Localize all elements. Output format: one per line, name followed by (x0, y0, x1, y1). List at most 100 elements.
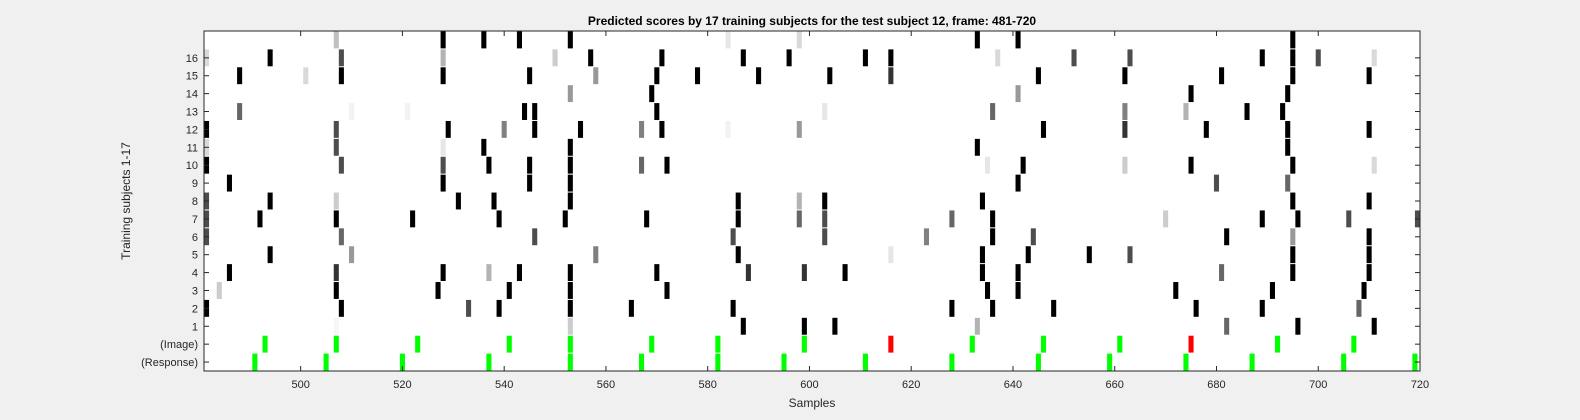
x-tick-label: 560 (597, 379, 615, 391)
heatmap-cell (303, 67, 309, 85)
heatmap-cell (649, 85, 655, 103)
heatmap-cell (756, 67, 762, 85)
y-tick-label: 9 (192, 178, 198, 190)
heatmap-cell (486, 156, 492, 174)
heatmap-cell (527, 67, 533, 85)
heatmap-cell (1259, 49, 1265, 67)
heatmap-cell (486, 264, 492, 282)
heatmap-cell (990, 299, 996, 317)
heatmap-cell (1122, 67, 1128, 85)
x-tick-label: 600 (800, 379, 818, 391)
heatmap-cell (481, 31, 487, 49)
heatmap-cell (1371, 317, 1377, 335)
y-tick-label: 15 (186, 71, 198, 83)
y-tick-label: 13 (186, 107, 198, 119)
heatmap-cell (267, 246, 273, 264)
heatmap-cell (990, 228, 996, 246)
y-tick-label: 8 (192, 196, 198, 208)
heatmap-cell (1366, 192, 1372, 210)
heatmap-cell (1213, 174, 1220, 192)
x-tick-label: 620 (902, 379, 920, 391)
heatmap-cell (659, 120, 665, 138)
heatmap-cell (440, 264, 446, 282)
x-tick-label: 660 (1106, 379, 1124, 391)
heatmap-cell (801, 264, 807, 282)
heatmap-cell (1040, 120, 1047, 138)
heatmap-cell (1290, 228, 1296, 246)
heatmap-cell (333, 335, 339, 353)
heatmap-cell (990, 103, 996, 120)
heatmap-cell (786, 49, 792, 67)
heatmap-cell (1366, 120, 1372, 138)
heatmap-cell (237, 67, 243, 85)
heatmap-cell (974, 31, 980, 49)
heatmap-cell (440, 156, 446, 174)
x-axis-ticks: 500 520 540 560 580 600 620 640 660 680 700 720 (291, 31, 1429, 391)
heatmap-cell (985, 156, 991, 174)
heatmap-cell (654, 264, 660, 282)
heatmap-cell (333, 282, 339, 299)
heatmap-cell (862, 49, 868, 67)
heatmap-cell (333, 210, 339, 228)
heatmap-cell (979, 246, 985, 264)
heatmap-cell (654, 103, 660, 120)
heatmap-cell (979, 192, 985, 210)
heatmap-cell (593, 246, 599, 264)
heatmap-cell (440, 49, 446, 67)
heatmap-cell (216, 282, 222, 299)
y-tick-label: (Response) (141, 357, 198, 369)
heatmap-cell (1285, 138, 1291, 156)
heatmap-cell (664, 282, 670, 299)
y-tick-label: 3 (192, 285, 198, 297)
y-tick-label: 16 (186, 53, 198, 65)
heatmap-cell (654, 67, 660, 85)
y-tick-label: 12 (186, 124, 198, 136)
heatmap-cell (567, 317, 573, 335)
heatmap-cell (435, 282, 441, 299)
heatmap-cell (1285, 120, 1291, 138)
y-tick-label: 1 (192, 321, 198, 333)
heatmap-cell (1366, 264, 1372, 282)
heatmap-cell (1259, 210, 1265, 228)
heatmap-cell (1035, 353, 1041, 371)
heatmap-cell (1280, 103, 1286, 120)
heatmap-cell (567, 138, 573, 156)
heatmap-cell (735, 210, 741, 228)
heatmap-cell (628, 299, 634, 317)
heatmap-cell (522, 103, 528, 120)
heatmap-cell (338, 49, 344, 67)
heatmap-cell (577, 120, 584, 138)
heatmap-cell (567, 174, 573, 192)
heatmap-cell (567, 282, 573, 299)
heatmap-cell (567, 192, 573, 210)
heatmap-cell (486, 353, 492, 371)
heatmap-cell (496, 210, 502, 228)
heatmap-cell (888, 246, 894, 264)
heatmap-cell (262, 335, 268, 353)
heatmap-cell (1295, 317, 1301, 335)
x-tick-label: 640 (1004, 379, 1022, 391)
x-tick-label: 720 (1411, 379, 1429, 391)
heatmap-cell (639, 353, 645, 371)
x-tick-label: 540 (495, 379, 513, 391)
heatmap-cell (694, 67, 701, 85)
heatmap-cell (1346, 210, 1352, 228)
heatmap-cell (527, 174, 533, 192)
heatmap-cell (1173, 282, 1179, 299)
heatmap-cell (735, 192, 741, 210)
heatmap-cell (888, 67, 894, 85)
heatmap-cell (1122, 103, 1128, 120)
heatmap-cell (888, 335, 894, 353)
heatmap-cell (649, 335, 655, 353)
heatmap-cell (1127, 246, 1133, 264)
heatmap-cell (404, 103, 411, 120)
heatmap-cell (969, 335, 975, 353)
heatmap-cell (455, 192, 461, 210)
heatmap-cell (1290, 246, 1296, 264)
heatmap-cell (567, 353, 573, 371)
heatmap-cell (832, 317, 838, 335)
heatmap-cell (410, 210, 416, 228)
heatmap-cell (338, 156, 344, 174)
heatmap-cell (333, 138, 339, 156)
heatmap-cell (639, 120, 645, 138)
